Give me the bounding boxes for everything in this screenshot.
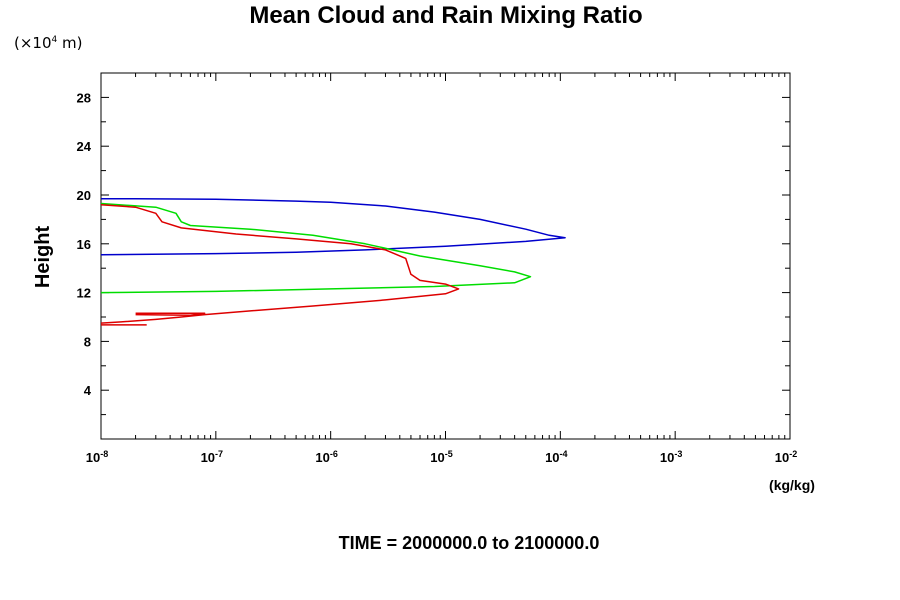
series-line-4 <box>135 312 206 316</box>
y-units-label: (×104 m) <box>14 34 82 52</box>
x-axis-units: (kg/kg) <box>769 477 815 493</box>
y-tick-label: 20 <box>77 188 91 203</box>
series-line-2 <box>100 202 532 294</box>
x-tick-label: 10-5 <box>430 449 452 465</box>
x-tick-label: 10-8 <box>86 449 108 465</box>
axis-tick-labels: 10-8 10-7 10-6 10-5 10-4 10-3 10-2 4 8 12 16 20 24 28 <box>77 90 798 465</box>
y-axis-title: Height <box>32 226 54 289</box>
axis-ticks <box>100 73 791 439</box>
series-lines <box>100 197 566 326</box>
y-tick-label: 16 <box>77 237 91 252</box>
x-tick-label: 10-2 <box>775 449 797 465</box>
y-tick-label: 28 <box>77 90 91 105</box>
series-line-3 <box>100 204 460 324</box>
y-tick-label: 24 <box>77 139 92 154</box>
series-line-1 <box>100 197 566 256</box>
chart-title: Mean Cloud and Rain Mixing Ratio <box>249 2 642 29</box>
y-tick-label: 4 <box>84 383 92 398</box>
y-tick-label: 12 <box>77 286 91 301</box>
time-range-footer: TIME = 2000000.0 to 2100000.0 <box>339 533 600 553</box>
plot-frame <box>100 72 791 440</box>
y-tick-label: 8 <box>84 334 91 349</box>
x-tick-label: 10-6 <box>315 449 337 465</box>
x-tick-label: 10-3 <box>660 449 682 465</box>
x-tick-label: 10-4 <box>545 449 567 465</box>
x-tick-label: 10-7 <box>201 449 223 465</box>
